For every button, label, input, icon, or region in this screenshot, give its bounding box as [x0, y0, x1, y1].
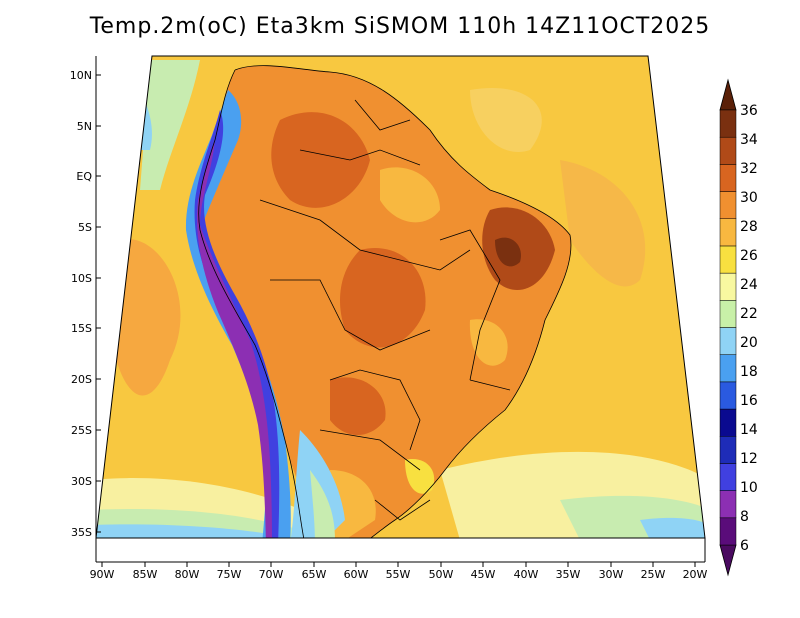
colorbar-level-label: 22: [740, 306, 758, 322]
lat-tick: 35S: [71, 526, 101, 539]
lat-tick: EQ: [76, 170, 101, 183]
svg-text:40W: 40W: [514, 568, 539, 581]
svg-text:30S: 30S: [71, 475, 92, 488]
colorbar-level-label: 24: [740, 277, 758, 293]
svg-text:30W: 30W: [599, 568, 624, 581]
colorbar-level-label: 20: [740, 335, 758, 351]
colorbar-swatch: [719, 164, 737, 192]
svg-text:25W: 25W: [641, 568, 666, 581]
lat-tick: 10N: [70, 69, 101, 82]
svg-text:5N: 5N: [77, 120, 92, 133]
colorbar-level-label: 18: [740, 364, 758, 380]
colorbar-swatch: [719, 327, 737, 355]
colorbar-swatch: [719, 463, 737, 491]
lon-tick: 40W: [514, 562, 539, 581]
lat-tick: 15S: [71, 322, 101, 335]
colorbar-swatch: [719, 517, 737, 546]
colorbar-top-arrow: [719, 78, 737, 111]
lon-tick: 90W: [90, 562, 115, 581]
colorbar-swatch: [719, 300, 737, 328]
colorbar-swatch: [719, 436, 737, 464]
lon-tick: 35W: [556, 562, 581, 581]
colorbar-swatch: [719, 218, 737, 247]
svg-text:65W: 65W: [302, 568, 327, 581]
colorbar-swatch: [719, 381, 737, 410]
lon-tick: 85W: [133, 562, 158, 581]
lat-tick: 30S: [71, 475, 101, 488]
lat-tick: 5N: [77, 120, 101, 133]
map-title: Temp.2m(oC) Eta3km SiSMOM 110h 14Z11OCT2…: [89, 14, 711, 39]
svg-text:35S: 35S: [71, 526, 92, 539]
lat-tick: 25S: [71, 424, 101, 437]
lat-tick: 10S: [71, 272, 101, 285]
colorbar: 6 8 10 12 14 16 18 20 22 24 26 28 30 32 34 36: [719, 78, 758, 577]
latitude-axis: 10N 5N EQ 5S 10S 15S 20S 25S 30S 35S: [70, 69, 101, 539]
lat-tick: 5S: [78, 221, 101, 234]
svg-text:60W: 60W: [344, 568, 369, 581]
temperature-field: [96, 56, 705, 538]
svg-text:55W: 55W: [386, 568, 411, 581]
lon-tick: 20W: [683, 562, 708, 581]
svg-text:10N: 10N: [70, 69, 92, 82]
colorbar-level-label: 6: [740, 538, 749, 554]
svg-text:45W: 45W: [471, 568, 496, 581]
lon-tick: 50W: [429, 562, 454, 581]
lon-tick: 55W: [386, 562, 411, 581]
svg-text:70W: 70W: [259, 568, 284, 581]
svg-text:90W: 90W: [90, 568, 115, 581]
svg-text:EQ: EQ: [76, 170, 92, 183]
colorbar-swatch: [719, 136, 737, 165]
svg-text:80W: 80W: [175, 568, 200, 581]
colorbar-level-label: 10: [740, 480, 758, 496]
colorbar-level-label: 30: [740, 190, 758, 206]
lon-tick: 25W: [641, 562, 666, 581]
svg-text:20S: 20S: [71, 373, 92, 386]
colorbar-swatch: [719, 191, 737, 219]
svg-text:75W: 75W: [217, 568, 242, 581]
lon-tick: 70W: [259, 562, 284, 581]
colorbar-level-label: 34: [740, 132, 758, 148]
lon-tick: 30W: [599, 562, 624, 581]
colorbar-level-label: 12: [740, 451, 758, 467]
colorbar-swatch: [719, 354, 737, 383]
svg-text:35W: 35W: [556, 568, 581, 581]
lon-tick: 60W: [344, 562, 369, 581]
svg-text:20W: 20W: [683, 568, 708, 581]
lat-tick: 20S: [71, 373, 101, 386]
colorbar-level-label: 8: [740, 509, 749, 525]
colorbar-level-label: 14: [740, 422, 758, 438]
colorbar-bottom-arrow: [719, 544, 737, 577]
svg-text:5S: 5S: [78, 221, 92, 234]
lon-tick: 45W: [471, 562, 496, 581]
colorbar-swatch: [719, 490, 737, 519]
political-boundaries: [198, 65, 572, 538]
colorbar-level-label: 26: [740, 248, 758, 264]
svg-text:10S: 10S: [71, 272, 92, 285]
lon-tick: 65W: [302, 562, 327, 581]
svg-text:25S: 25S: [71, 424, 92, 437]
colorbar-level-label: 32: [740, 161, 758, 177]
longitude-axis: 90W 85W 80W 75W 70W 65W 60W 55W 50W 45W …: [90, 562, 708, 581]
lon-tick: 80W: [175, 562, 200, 581]
svg-text:50W: 50W: [429, 568, 454, 581]
colorbar-level-label: 28: [740, 219, 758, 235]
lon-tick: 75W: [217, 562, 242, 581]
svg-text:15S: 15S: [71, 322, 92, 335]
colorbar-swatch: [719, 109, 737, 138]
colorbar-swatch: [719, 272, 737, 301]
colorbar-swatch: [719, 245, 737, 274]
svg-text:85W: 85W: [133, 568, 158, 581]
colorbar-level-label: 36: [740, 103, 758, 119]
colorbar-swatch: [719, 408, 737, 437]
colorbar-level-label: 16: [740, 393, 758, 409]
